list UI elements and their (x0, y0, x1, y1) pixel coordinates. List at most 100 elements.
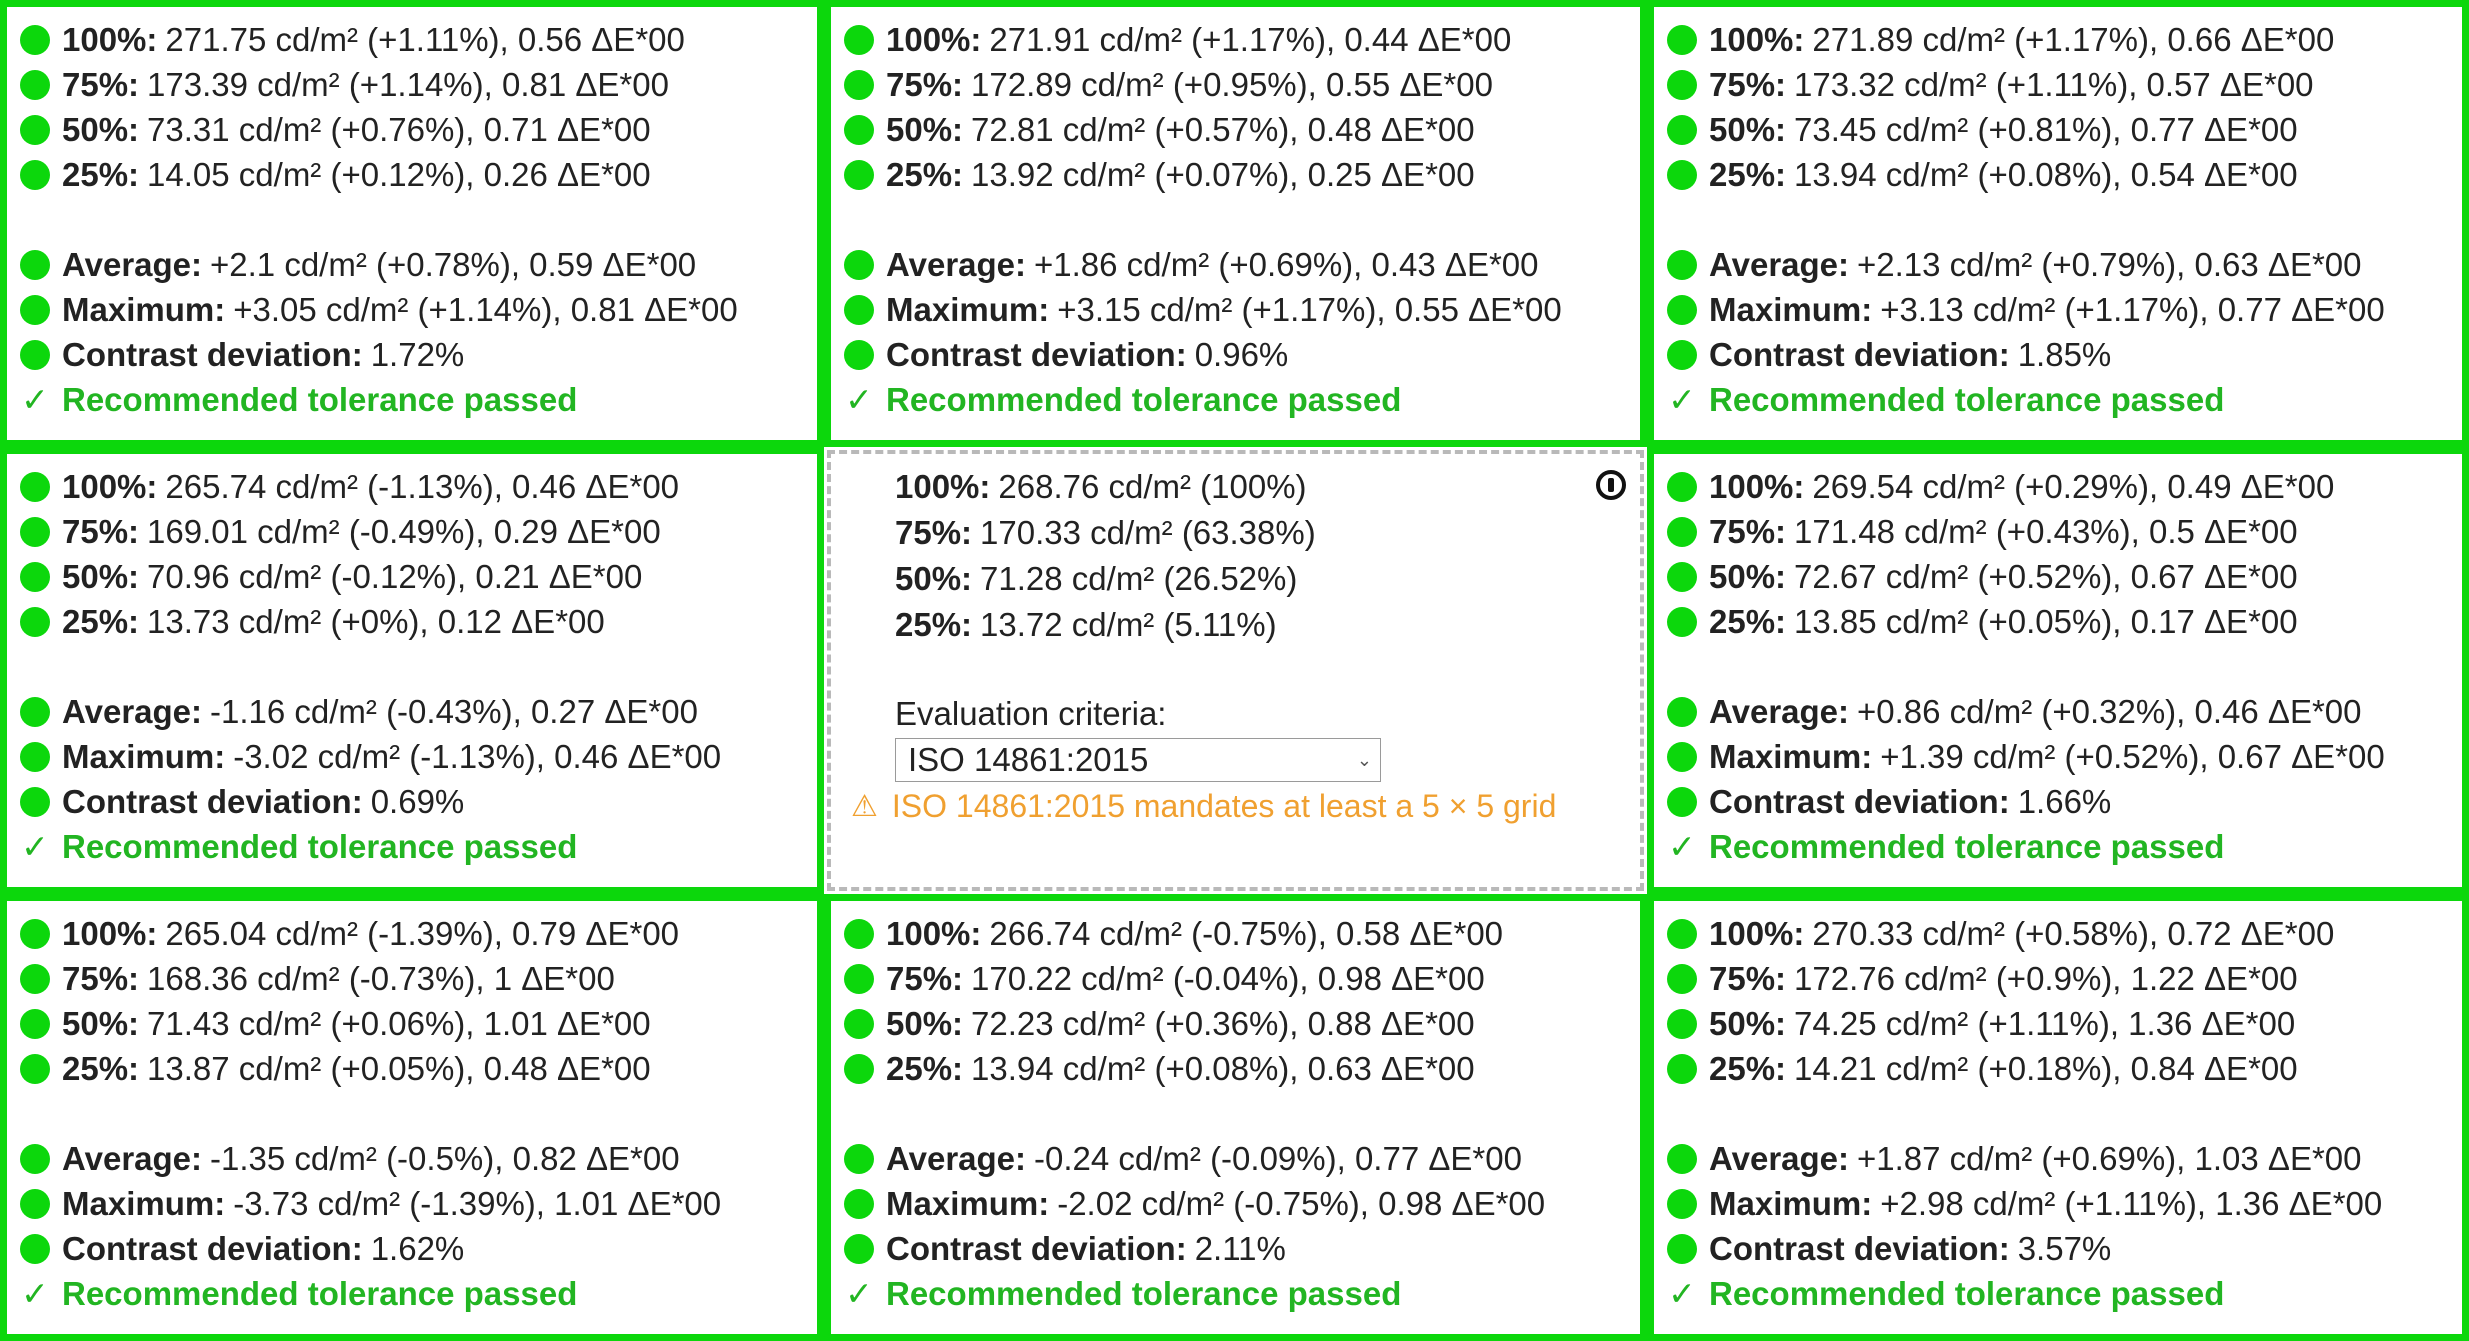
measurement-row: 75%: 169.01 cd/m² (-0.49%), 0.29 ΔE*00 (7, 509, 817, 554)
check-icon: ✓ (1668, 1275, 1696, 1312)
measurement-row: 100%: 265.74 cd/m² (-1.13%), 0.46 ΔE*00 (7, 464, 817, 509)
tolerance-result: ✓ Recommended tolerance passed (1654, 1271, 2462, 1316)
measurement-label: 25%: (62, 1049, 140, 1087)
summary-row: Contrast deviation: 2.11% (831, 1226, 1640, 1271)
measurement-value: 265.74 cd/m² (-1.13%), 0.46 ΔE*00 (165, 467, 680, 505)
measurement-value: 170.22 cd/m² (-0.04%), 0.98 ΔE*00 (971, 959, 1485, 997)
summary-label: Average: (886, 1139, 1027, 1177)
summary-row: Maximum: -2.02 cd/m² (-0.75%), 0.98 ΔE*00 (831, 1181, 1640, 1226)
summary-value: -1.16 cd/m² (-0.43%), 0.27 ΔE*00 (210, 692, 698, 730)
status-dot-icon (20, 786, 50, 817)
summary-row: Maximum: +2.98 cd/m² (+1.11%), 1.36 ΔE*00 (1654, 1181, 2462, 1226)
summary-label: Average: (62, 1139, 203, 1177)
status-dot-icon (1667, 249, 1697, 280)
check-icon: ✓ (21, 381, 49, 418)
measurement-value: 13.94 cd/m² (+0.08%), 0.54 ΔE*00 (1794, 155, 2298, 193)
measurement-row: 50%: 72.23 cd/m² (+0.36%), 0.88 ΔE*00 (831, 1001, 1640, 1046)
summary-value: 1.85% (2017, 335, 2112, 373)
tolerance-result: ✓ Recommended tolerance passed (831, 1271, 1640, 1316)
measurement-value: 268.76 cd/m² (100%) (998, 468, 1307, 505)
summary-row: Contrast deviation: 3.57% (1654, 1226, 2462, 1271)
measurement-row: 50%: 71.28 cd/m² (26.52%) (831, 556, 1640, 602)
status-dot-icon (1667, 24, 1697, 55)
measurement-label: 50%: (886, 110, 964, 148)
summary-label: Contrast deviation: (1709, 335, 2010, 373)
summary-value: +1.86 cd/m² (+0.69%), 0.43 ΔE*00 (1034, 245, 1539, 283)
measurement-label: 100%: (62, 914, 158, 952)
summary-label: Contrast deviation: (1709, 782, 2010, 820)
summary-value: 0.69% (370, 782, 465, 820)
measurement-row: 50%: 73.31 cd/m² (+0.76%), 0.71 ΔE*00 (7, 107, 817, 152)
summary-value: +2.13 cd/m² (+0.79%), 0.63 ΔE*00 (1857, 245, 2362, 283)
status-dot-icon (20, 1233, 50, 1264)
check-icon: ✓ (1668, 828, 1696, 865)
measurement-label: 25%: (1709, 1049, 1787, 1087)
summary-label: Contrast deviation: (886, 335, 1187, 373)
measurement-label: 75%: (1709, 959, 1787, 997)
measurement-label: 50%: (886, 1004, 964, 1042)
reference-marker-icon (1596, 470, 1626, 500)
measurement-row: 50%: 72.81 cd/m² (+0.57%), 0.48 ΔE*00 (831, 107, 1640, 152)
summary-label: Average: (1709, 692, 1850, 730)
measurement-value: 266.74 cd/m² (-0.75%), 0.58 ΔE*00 (989, 914, 1504, 952)
summary-value: +3.15 cd/m² (+1.17%), 0.55 ΔE*00 (1057, 290, 1562, 328)
measurement-label: 25%: (62, 602, 140, 640)
status-dot-icon (844, 24, 874, 55)
measurement-value: 73.45 cd/m² (+0.81%), 0.77 ΔE*00 (1794, 110, 2298, 148)
measurement-label: 25%: (1709, 602, 1787, 640)
summary-value: +1.87 cd/m² (+0.69%), 1.03 ΔE*00 (1857, 1139, 2362, 1177)
measurement-value: 13.72 cd/m² (5.11%) (980, 606, 1277, 643)
status-dot-icon (1667, 1143, 1697, 1174)
summary-row: Maximum: -3.02 cd/m² (-1.13%), 0.46 ΔE*00 (7, 734, 817, 779)
summary-label: Maximum: (1709, 290, 1873, 328)
summary-value: +3.13 cd/m² (+1.17%), 0.77 ΔE*00 (1880, 290, 2385, 328)
tolerance-result: ✓ Recommended tolerance passed (1654, 377, 2462, 422)
summary-row: Average: +0.86 cd/m² (+0.32%), 0.46 ΔE*00 (1654, 689, 2462, 734)
summary-value: 0.96% (1194, 335, 1289, 373)
summary-label: Maximum: (1709, 1184, 1873, 1222)
summary-row: Average: -1.16 cd/m² (-0.43%), 0.27 ΔE*00 (7, 689, 817, 734)
measurement-value: 172.76 cd/m² (+0.9%), 1.22 ΔE*00 (1794, 959, 2298, 997)
measurement-label: 75%: (62, 65, 140, 103)
grid-cell: 100%: 271.89 cd/m² (+1.17%), 0.66 ΔE*00 75… (1647, 0, 2469, 447)
measurement-label: 25%: (886, 1049, 964, 1087)
summary-label: Average: (62, 692, 203, 730)
summary-label: Contrast deviation: (62, 782, 363, 820)
measurement-value: 13.92 cd/m² (+0.07%), 0.25 ΔE*00 (971, 155, 1475, 193)
measurement-label: 100%: (886, 914, 982, 952)
status-dot-icon (1667, 696, 1697, 727)
summary-value: +2.98 cd/m² (+1.11%), 1.36 ΔE*00 (1880, 1184, 2383, 1222)
summary-label: Average: (1709, 245, 1850, 283)
measurement-row: 25%: 13.85 cd/m² (+0.05%), 0.17 ΔE*00 (1654, 599, 2462, 644)
summary-row: Maximum: +3.05 cd/m² (+1.14%), 0.81 ΔE*00 (7, 287, 817, 332)
measurement-value: 271.89 cd/m² (+1.17%), 0.66 ΔE*00 (1812, 20, 2335, 58)
summary-row: Average: +2.1 cd/m² (+0.78%), 0.59 ΔE*00 (7, 242, 817, 287)
status-dot-icon (844, 1233, 874, 1264)
measurement-label: 50%: (62, 557, 140, 595)
summary-value: -0.24 cd/m² (-0.09%), 0.77 ΔE*00 (1034, 1139, 1522, 1177)
measurement-value: 269.54 cd/m² (+0.29%), 0.49 ΔE*00 (1812, 467, 2335, 505)
status-dot-icon (20, 696, 50, 727)
status-dot-icon (844, 963, 874, 994)
summary-row: Contrast deviation: 0.96% (831, 332, 1640, 377)
measurement-value: 270.33 cd/m² (+0.58%), 0.72 ΔE*00 (1812, 914, 2335, 952)
measurement-row: 25%: 13.92 cd/m² (+0.07%), 0.25 ΔE*00 (831, 152, 1640, 197)
measurement-label: 25%: (62, 155, 140, 193)
measurement-row: 50%: 72.67 cd/m² (+0.52%), 0.67 ΔE*00 (1654, 554, 2462, 599)
status-dot-icon (1667, 918, 1697, 949)
status-dot-icon (844, 1143, 874, 1174)
measurement-value: 72.23 cd/m² (+0.36%), 0.88 ΔE*00 (971, 1004, 1475, 1042)
status-dot-icon (20, 339, 50, 370)
grid-cell: 100%: 269.54 cd/m² (+0.29%), 0.49 ΔE*00 75… (1647, 447, 2469, 894)
measurement-label: 50%: (1709, 110, 1787, 148)
measurement-row: 75%: 170.22 cd/m² (-0.04%), 0.98 ΔE*00 (831, 956, 1640, 1001)
summary-label: Maximum: (1709, 737, 1873, 775)
evaluation-criteria-select[interactable]: ISO 14861:2015 ⌄ (895, 738, 1381, 782)
status-dot-icon (1667, 339, 1697, 370)
tolerance-result: ✓ Recommended tolerance passed (7, 377, 817, 422)
measurement-row: 100%: 268.76 cd/m² (100%) (831, 464, 1640, 510)
measurement-value: 169.01 cd/m² (-0.49%), 0.29 ΔE*00 (147, 512, 661, 550)
summary-label: Average: (1709, 1139, 1850, 1177)
summary-label: Maximum: (886, 290, 1050, 328)
